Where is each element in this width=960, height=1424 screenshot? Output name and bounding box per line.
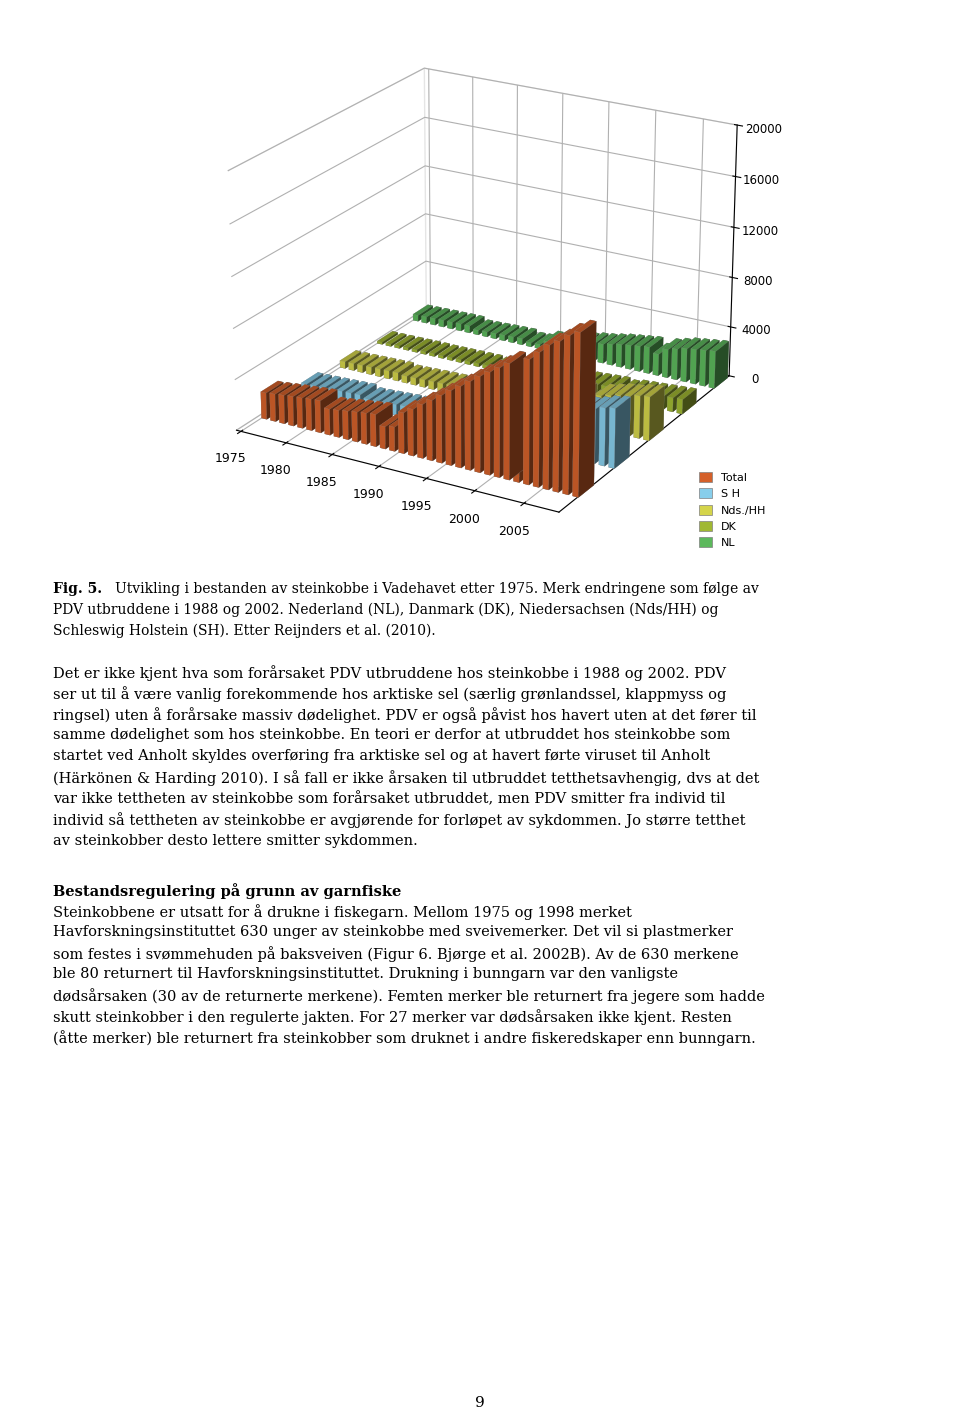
Text: startet ved Anholt skyldes overføring fra arktiske sel og at havert førte viruse: startet ved Anholt skyldes overføring fr… [53, 749, 710, 763]
Text: ble 80 returnert til Havforskningsinstituttet. Drukning i bunngarn var den vanli: ble 80 returnert til Havforskningsinstit… [53, 967, 678, 981]
Text: ser ut til å være vanlig forekommende hos arktiske sel (særlig grønlandssel, kla: ser ut til å være vanlig forekommende ho… [53, 686, 726, 702]
Text: individ så tettheten av steinkobbe er avgjørende for forløpet av sykdommen. Jo s: individ så tettheten av steinkobbe er av… [53, 813, 745, 829]
Legend: Total, S H, Nds./HH, DK, NL: Total, S H, Nds./HH, DK, NL [694, 467, 771, 553]
Text: ringsel) uten å forårsake massiv dødelighet. PDV er også påvist hos havert uten : ringsel) uten å forårsake massiv dødelig… [53, 708, 756, 723]
Text: PDV utbruddene i 1988 og 2002. Nederland (NL), Danmark (DK), Niedersachsen (Nds/: PDV utbruddene i 1988 og 2002. Nederland… [53, 604, 718, 618]
Text: som festes i svømmehuden på baksveiven (Figur 6. Bjørge et al. 2002B). Av de 630: som festes i svømmehuden på baksveiven (… [53, 946, 738, 961]
Text: Schleswig Holstein (SH). Etter Reijnders et al. (2010).: Schleswig Holstein (SH). Etter Reijnders… [53, 624, 436, 638]
Text: (Härkönen & Harding 2010). I så fall er ikke årsaken til utbruddet tetthetsavhen: (Härkönen & Harding 2010). I så fall er … [53, 770, 759, 786]
Text: var ikke tettheten av steinkobbe som forårsaket utbruddet, men PDV smitter fra i: var ikke tettheten av steinkobbe som for… [53, 792, 725, 806]
Text: Bestandsregulering på grunn av garnfiske: Bestandsregulering på grunn av garnfiske [53, 883, 401, 899]
Text: skutt steinkobber i den regulerte jakten. For 27 merker var dødsårsaken ikke kje: skutt steinkobber i den regulerte jakten… [53, 1010, 732, 1025]
Text: Utvikling i bestanden av steinkobbe i Vadehavet etter 1975. Merk endringene som : Utvikling i bestanden av steinkobbe i Va… [115, 582, 759, 597]
Text: Havforskningsinstituttet 630 unger av steinkobbe med sveivemerker. Det vil si pl: Havforskningsinstituttet 630 unger av st… [53, 926, 732, 938]
Text: Steinkobbene er utsatt for å drukne i fiskegarn. Mellom 1975 og 1998 merket: Steinkobbene er utsatt for å drukne i fi… [53, 904, 632, 920]
Text: 9: 9 [475, 1396, 485, 1410]
Text: (åtte merker) ble returnert fra steinkobber som druknet i andre fiskeredskaper e: (åtte merker) ble returnert fra steinkob… [53, 1030, 756, 1047]
Text: Fig. 5.: Fig. 5. [53, 582, 102, 597]
Text: dødsårsaken (30 av de returnerte merkene). Femten merker ble returnert fra jeger: dødsårsaken (30 av de returnerte merkene… [53, 988, 765, 1004]
Text: av steinkobber desto lettere smitter sykdommen.: av steinkobber desto lettere smitter syk… [53, 833, 418, 847]
Text: samme dødelighet som hos steinkobbe. En teori er derfor at utbruddet hos steinko: samme dødelighet som hos steinkobbe. En … [53, 728, 731, 742]
Text: Det er ikke kjent hva som forårsaket PDV utbruddene hos steinkobbe i 1988 og 200: Det er ikke kjent hva som forårsaket PDV… [53, 665, 726, 681]
